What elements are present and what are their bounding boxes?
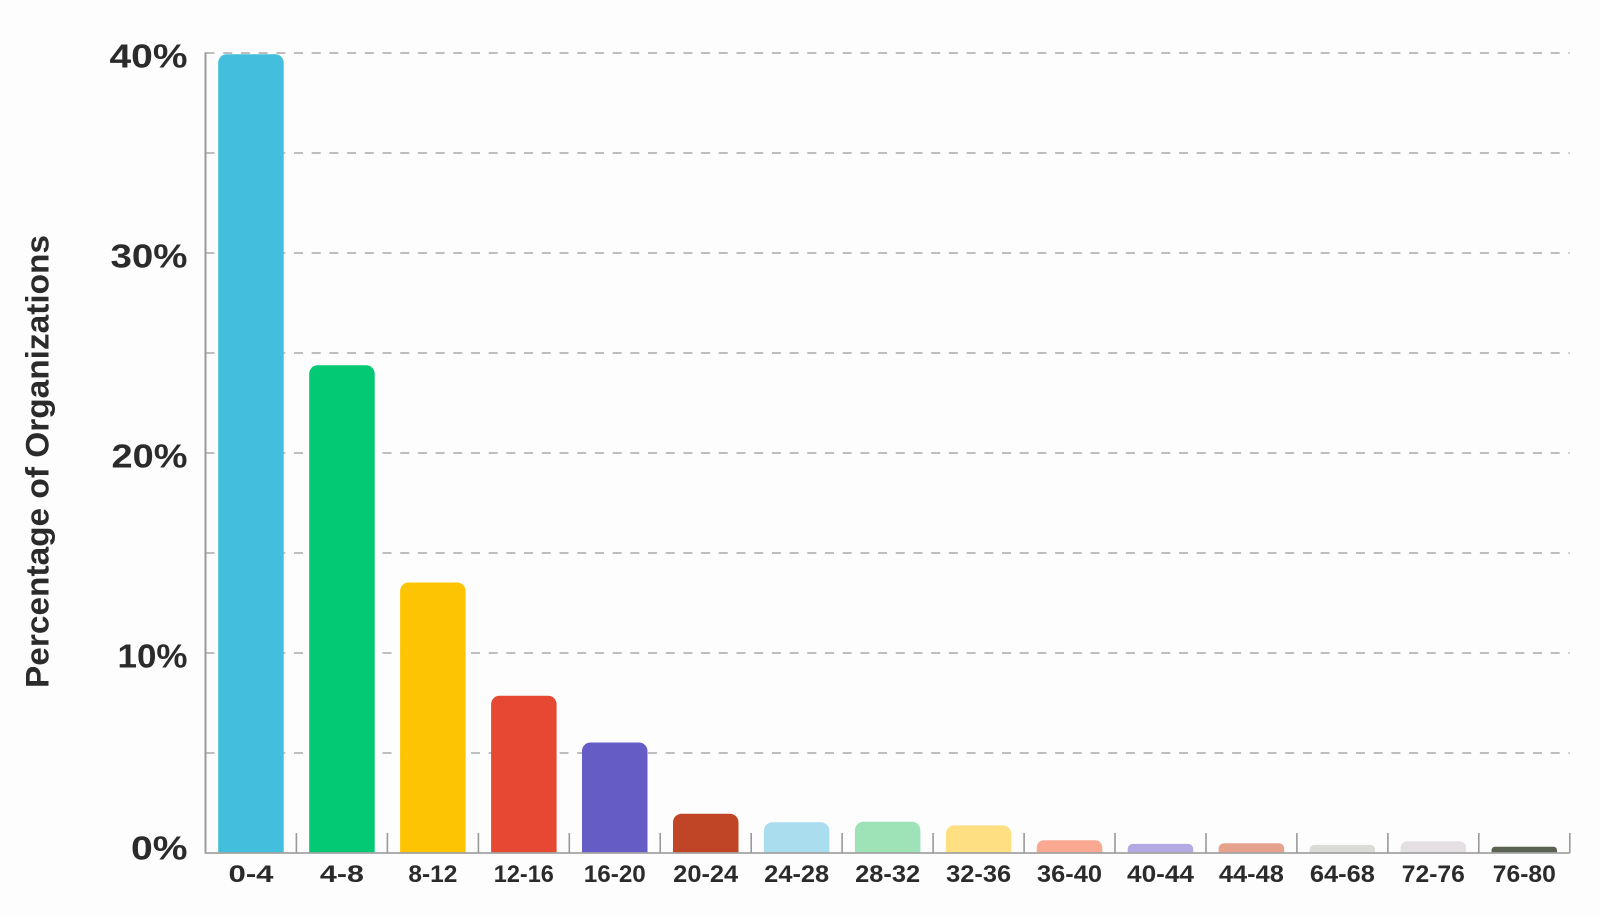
svg-text:10%: 10% <box>118 638 188 675</box>
svg-text:72-76: 72-76 <box>1402 861 1465 888</box>
svg-text:4-8: 4-8 <box>320 861 364 888</box>
svg-text:16-20: 16-20 <box>584 861 646 888</box>
svg-text:64-68: 64-68 <box>1310 861 1375 888</box>
svg-text:0-4: 0-4 <box>229 861 275 888</box>
svg-text:24-28: 24-28 <box>764 861 829 888</box>
svg-text:40-44: 40-44 <box>1127 861 1195 888</box>
svg-text:32-36: 32-36 <box>946 861 1011 888</box>
svg-text:20-24: 20-24 <box>673 861 739 888</box>
svg-text:0%: 0% <box>131 830 188 867</box>
svg-text:12-16: 12-16 <box>494 861 554 888</box>
svg-text:8-12: 8-12 <box>408 861 457 888</box>
svg-text:28-32: 28-32 <box>855 861 920 888</box>
svg-text:20%: 20% <box>112 438 188 475</box>
svg-text:40%: 40% <box>110 38 188 75</box>
svg-text:44-48: 44-48 <box>1219 861 1284 888</box>
svg-text:30%: 30% <box>111 238 188 275</box>
svg-text:Percentage of Organizations: Percentage of Organizations <box>20 235 56 688</box>
svg-text:36-40: 36-40 <box>1037 861 1102 888</box>
svg-text:76-80: 76-80 <box>1493 861 1556 888</box>
